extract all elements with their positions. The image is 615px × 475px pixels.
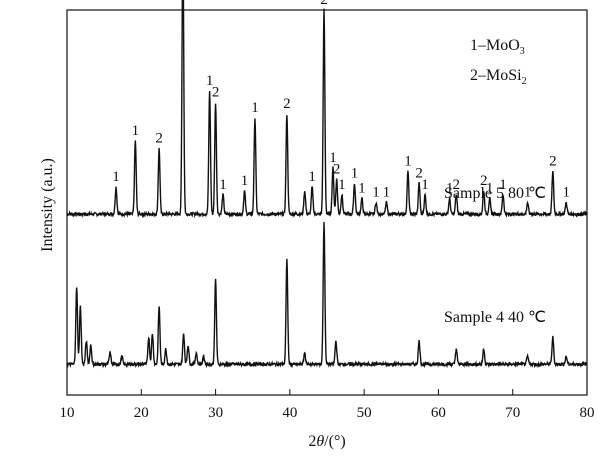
plot-frame (66, 9, 588, 396)
peak-label: 2 (549, 154, 557, 170)
series-line-sample4 (66, 221, 588, 369)
peak-label: 2 (283, 96, 291, 112)
legend: 1–MoO3 2–MoSi2 (470, 37, 527, 87)
peak-label: 1 (219, 177, 227, 193)
peak-label: 1 (446, 181, 454, 197)
peak-label: 1 (308, 169, 316, 185)
peak-label: 1 (112, 169, 120, 185)
x-tick-label: 10 (60, 405, 75, 421)
peak-label: 1 (351, 165, 359, 181)
peak-label: 1 (383, 185, 391, 201)
x-tick-label: 30 (208, 405, 223, 421)
peak-label: 1 (206, 73, 214, 89)
x-tick-label: 20 (134, 405, 149, 421)
y-axis-title: Intensity (a.u.) (39, 158, 56, 252)
peak-label: 1 (132, 123, 140, 139)
peak-label: 2 (320, 0, 328, 8)
legend-entry-mosi2: 2–MoSi2 (470, 67, 527, 87)
x-tick-label: 50 (357, 405, 372, 421)
peak-label: 1 (404, 154, 412, 170)
x-tick-label: 40 (282, 405, 297, 421)
peak-label: 2 (480, 173, 488, 189)
x-axis-ticks: 10 20 30 40 50 60 70 80 (60, 389, 595, 421)
peak-label: 1 (499, 177, 507, 193)
x-tick-label: 70 (505, 405, 520, 421)
x-axis-title: 2θ/(°) (308, 433, 345, 450)
peak-label: 2 (212, 84, 220, 100)
peak-label: 1 (421, 177, 429, 193)
peak-label: 2 (415, 165, 423, 181)
peak-label: 1 (524, 185, 532, 201)
peak-label: 1 (372, 185, 380, 201)
legend-entry-moo3: 1–MoO3 (470, 37, 525, 57)
peak-label: 2 (453, 177, 461, 193)
peak-labels: 112112111212121111112112211121 (112, 0, 570, 201)
series-label-sample4: Sample 4 40 ℃ (444, 309, 546, 326)
series-label-sample5: Sample 5 80 ℃ (444, 185, 546, 202)
peak-label: 1 (329, 150, 337, 166)
peak-label: 1 (251, 100, 259, 116)
peak-label: 2 (155, 131, 163, 147)
x-tick-label: 60 (431, 405, 446, 421)
peak-label: 1 (562, 185, 570, 201)
peak-label: 1 (338, 177, 346, 193)
peak-label: 2 (333, 161, 341, 177)
x-tick-label: 80 (580, 405, 595, 421)
peak-label: 1 (358, 181, 366, 197)
peak-label: 1 (486, 181, 494, 197)
series-group (66, 0, 588, 369)
peak-label: 1 (241, 173, 249, 189)
series-line-sample5 (66, 0, 588, 219)
